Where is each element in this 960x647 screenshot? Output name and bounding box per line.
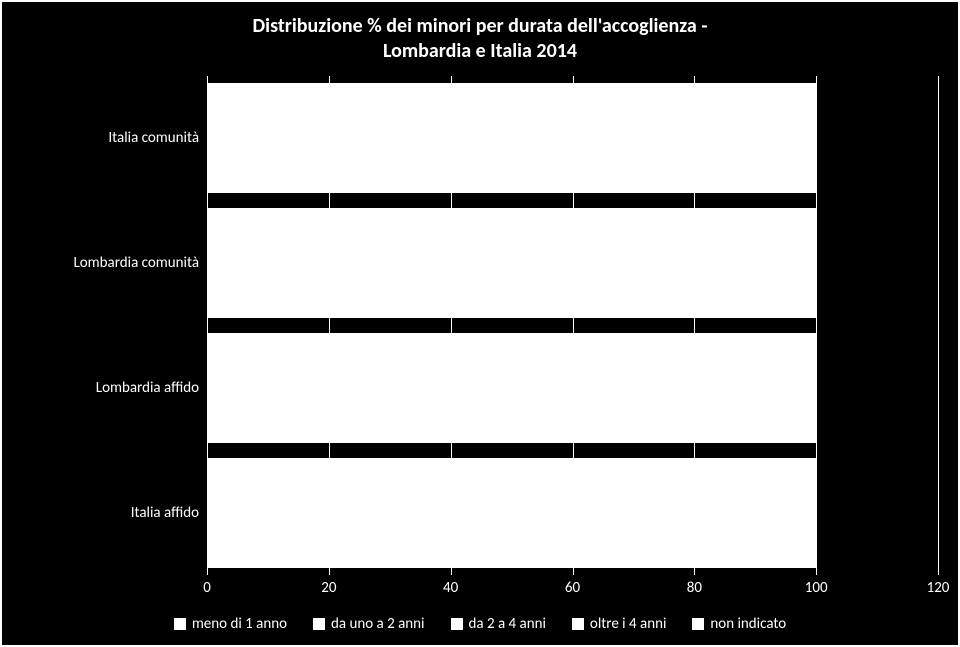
x-tick-label: 40 [443, 579, 458, 597]
x-tick-label: 80 [687, 579, 702, 597]
y-axis-label: Italia comunità [108, 129, 199, 147]
y-axis-label: Italia affido [131, 504, 199, 522]
chart-title-line1: Distribuzione % dei minori per durata de… [22, 14, 938, 39]
bar [207, 458, 816, 568]
legend-item: da 2 a 4 anni [451, 615, 546, 633]
x-axis-ticks: 020406080100120 [207, 579, 938, 609]
legend-marker [451, 618, 463, 630]
legend-item: da uno a 2 anni [313, 615, 424, 633]
bar [207, 83, 816, 193]
legend-label: oltre i 4 anni [590, 615, 666, 633]
chart-title-line2: Lombardia e Italia 2014 [22, 39, 938, 64]
bar [207, 333, 816, 443]
gridline [816, 76, 817, 575]
x-axis-row: 020406080100120 [22, 579, 938, 609]
y-axis-labels: Italia comunità Lombardia comunità Lombard… [22, 76, 207, 575]
y-axis-label: Lombardia affido [96, 379, 199, 397]
legend-marker [572, 618, 584, 630]
legend-label: meno di 1 anno [192, 615, 287, 633]
legend-marker [174, 618, 186, 630]
legend-label: non indicato [710, 615, 786, 633]
legend-item: oltre i 4 anni [572, 615, 666, 633]
plot-row: Italia comunità Lombardia comunità Lombard… [22, 76, 938, 575]
x-tick-label: 0 [203, 579, 211, 597]
plot-area [207, 76, 938, 575]
gridline [938, 76, 939, 575]
legend: meno di 1 anno da uno a 2 anni da 2 a 4 an… [22, 615, 938, 637]
legend-marker [313, 618, 325, 630]
legend-label: da 2 a 4 anni [469, 615, 546, 633]
y-axis-label: Lombardia comunità [73, 254, 199, 272]
legend-item: meno di 1 anno [174, 615, 287, 633]
chart-title: Distribuzione % dei minori per durata de… [22, 14, 938, 64]
legend-marker [692, 618, 704, 630]
chart-container: Distribuzione % dei minori per durata de… [2, 2, 958, 645]
legend-label: da uno a 2 anni [331, 615, 424, 633]
x-axis-spacer [22, 579, 207, 609]
x-tick-label: 20 [321, 579, 336, 597]
x-tick-label: 100 [805, 579, 828, 597]
x-tick-label: 120 [927, 579, 950, 597]
x-tick-label: 60 [565, 579, 580, 597]
bar [207, 208, 816, 318]
legend-item: non indicato [692, 615, 786, 633]
